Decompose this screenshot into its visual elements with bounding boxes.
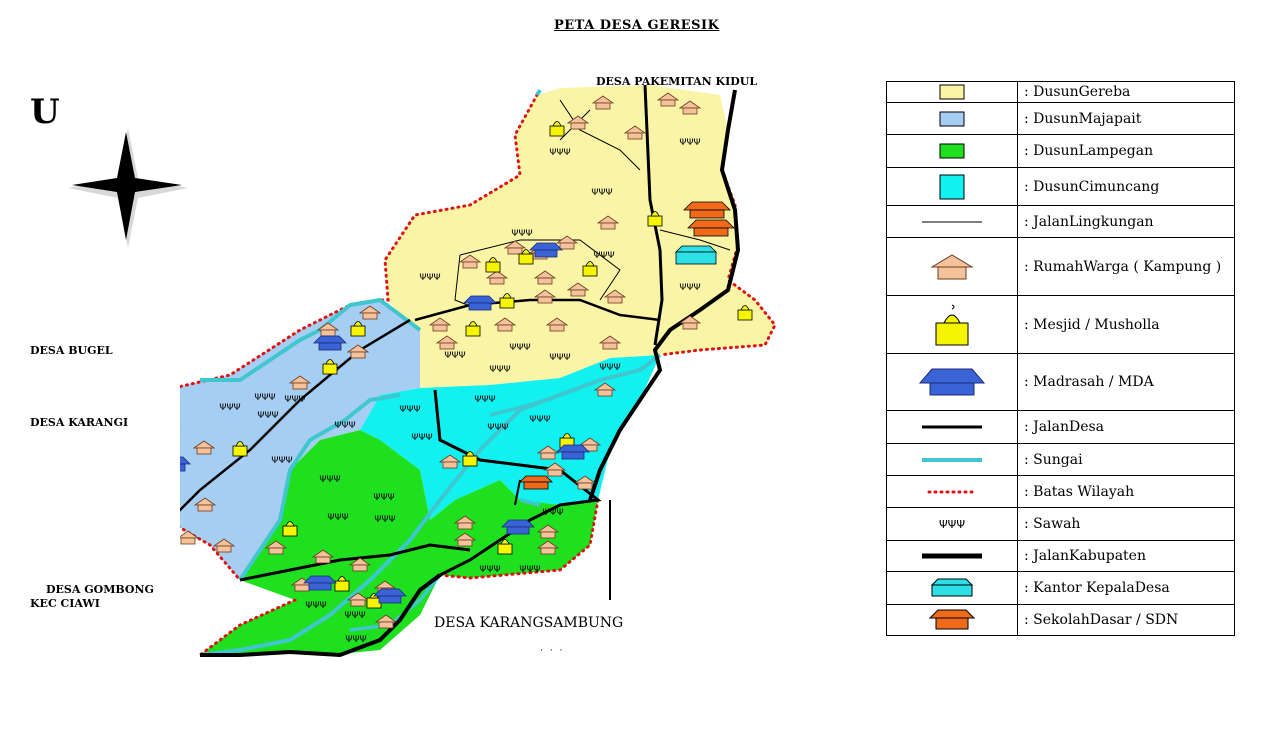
dotted-red-line-icon	[927, 490, 978, 493]
river-main	[199, 88, 662, 657]
legend-label-lampegan: : DusunLampegan	[1017, 134, 1235, 168]
south-dots: · · ·	[540, 646, 565, 656]
thin-line-icon	[922, 221, 982, 222]
madrasah-icon	[918, 368, 986, 396]
map-legend: : DusunGereba : DusunMajapait : DusunLam…	[886, 81, 1235, 636]
legend-label-batas-wilayah: : Batas Wilayah	[1017, 475, 1235, 508]
blue-area-swatch-icon	[939, 111, 965, 126]
school-icon-2	[519, 475, 553, 490]
dusun-lampegan-area	[200, 430, 598, 655]
jalan-desa-5	[514, 479, 611, 600]
legend-label-cimuncang: : DusunCimuncang	[1017, 167, 1235, 206]
jalan-desa-1	[643, 84, 664, 346]
label-desa-karangi: DESA KARANGI	[30, 416, 129, 429]
office-icon	[930, 578, 974, 597]
legend-label-mesjid: : Mesjid / Musholla	[1017, 295, 1235, 354]
village-map: ΨΨΨ	[180, 84, 777, 658]
svg-text:ΨΨΨ: ΨΨΨ	[939, 518, 965, 531]
label-desa-bugel: DESA BUGEL	[30, 344, 113, 357]
school-icon-1	[683, 201, 735, 237]
mosque-icon	[935, 304, 969, 345]
jalan-desa-4	[239, 389, 602, 582]
green-area-swatch-icon	[939, 143, 965, 159]
thick-line-icon	[922, 425, 982, 429]
rice-field-icon: ΨΨΨ	[939, 518, 965, 531]
river-line-icon	[922, 457, 982, 462]
legend-label-kantor-kepala-desa: : Kantor KepalaDesa	[1017, 571, 1235, 605]
dusun-gereba-area	[385, 85, 775, 388]
label-kec-ciawi: KEC CIAWI	[30, 597, 100, 610]
house-icon	[930, 253, 974, 279]
legend-label-jalan-desa: : JalanDesa	[1017, 410, 1235, 444]
legend-label-jalan-kabupaten: : JalanKabupaten	[1017, 540, 1235, 572]
legend-label-sungai: : Sungai	[1017, 443, 1235, 476]
label-desa-karangsambung: DESA KARANGSAMBUNG	[434, 615, 624, 631]
jalan-desa-3	[180, 318, 411, 512]
legend-label-gereba: : DusunGereba	[1017, 81, 1235, 103]
boundary-line-southwest	[198, 598, 297, 657]
map-title: PETA DESA GERESIK	[554, 18, 720, 33]
school-icon	[928, 609, 976, 630]
legend-label-rumah-warga: : RumahWarga ( Kampung )	[1017, 237, 1235, 296]
north-label: U	[30, 92, 60, 132]
legend-label-majapait: : DusunMajapait	[1017, 102, 1235, 135]
legend-label-sawah: : Sawah	[1017, 507, 1235, 541]
very-thick-line-icon	[922, 553, 982, 559]
kantor-kepala-desa-icon	[675, 245, 717, 265]
label-desa-gombong: DESA GOMBONG	[46, 583, 154, 596]
label-desa-pakemitan-kidul: DESA PAKEMITAN KIDUL	[596, 75, 758, 88]
boundary-line	[180, 93, 539, 389]
boundary-line-south	[180, 498, 600, 582]
yellow-area-swatch-icon	[939, 84, 965, 100]
legend-label-madrasah: : Madrasah / MDA	[1017, 353, 1235, 411]
compass-rose-icon	[68, 128, 188, 248]
jalan-desa-2	[414, 298, 661, 322]
legend-label-jalan-lingkungan: : JalanLingkungan	[1017, 205, 1235, 238]
cyan-area-swatch-icon	[939, 174, 965, 199]
legend-label-sekolah-dasar: : SekolahDasar / SDN	[1017, 604, 1235, 636]
